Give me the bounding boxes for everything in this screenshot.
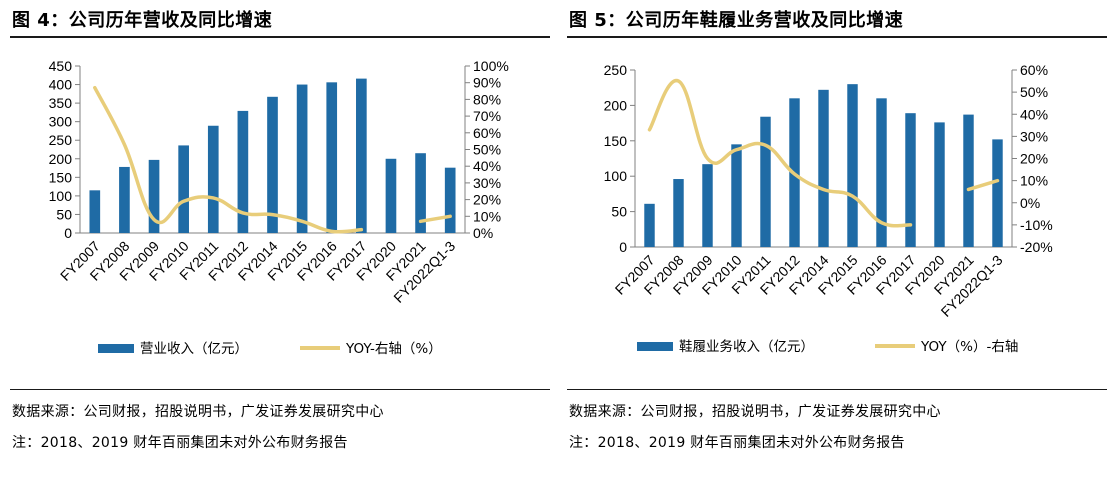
right-axis-tick-label: 20% (473, 192, 501, 208)
bar (760, 116, 771, 247)
right-axis-tick-label: 10% (1020, 173, 1048, 189)
bar (415, 153, 426, 233)
bar (673, 179, 684, 247)
bar (818, 89, 829, 247)
left-axis-tick-label: 300 (49, 114, 73, 130)
bar (119, 166, 130, 233)
annotation-note: 注：2018、2019 财年百丽集团未对外公布财务报告 (569, 435, 905, 451)
left-axis-tick-label: 150 (49, 169, 73, 185)
yoy-line-segment (966, 178, 1000, 192)
right-axis-tick-label: 80% (473, 91, 501, 107)
legend-bar-swatch (637, 342, 673, 351)
chart-panel-revenue: 图 4：公司历年营收及同比增速 0 50 100 150 200 250 300 350 400… (10, 0, 555, 477)
left-axis-tick-label: 150 (604, 133, 628, 149)
annotation-note: 注：2018、2019 财年百丽集团未对外公布财务报告 (12, 435, 348, 451)
bar (207, 125, 219, 233)
chart-title: 图 5：公司历年鞋履业务营收及同比增速 (569, 10, 904, 31)
right-axis-tick-label: 50% (1020, 84, 1048, 100)
footwear-chart: 0 50 100 150 200 250 -20% -10% 0% 10% 20% 30% 40% 50%… (604, 62, 1053, 355)
legend-line-label: YOY-右轴（%） (345, 341, 442, 357)
bar (148, 159, 160, 233)
left-axis-tick-label: 50 (611, 204, 627, 220)
legend-bar-swatch (98, 344, 134, 353)
right-axis-tick-label: 90% (473, 75, 501, 91)
bar (702, 164, 713, 247)
revenue-chart: 0 50 100 150 200 250 300 350 400 450 0%10%20%30%40… (49, 58, 509, 357)
left-axis-tick-label: 250 (49, 132, 73, 148)
left-axis-tick-label: 50 (56, 206, 72, 222)
source-note: 数据来源：公司财报，招股说明书，广发证券发展研究中心 (569, 404, 941, 420)
bar (992, 139, 1003, 247)
left-axis-tick-label: 450 (49, 58, 73, 74)
title-rule (10, 36, 550, 38)
bar (847, 84, 858, 247)
right-axis-tick-label: 50% (473, 142, 501, 158)
bar (89, 190, 101, 233)
bar (934, 122, 945, 247)
bar (876, 98, 887, 247)
right-axis-tick-label: 40% (473, 158, 501, 174)
source-note: 数据来源：公司财报，招股说明书，广发证券发展研究中心 (12, 404, 384, 420)
bar (385, 158, 397, 233)
bar (356, 78, 367, 233)
right-axis-tick-label: 60% (1020, 62, 1048, 78)
chart-panel-footwear: 图 5：公司历年鞋履业务营收及同比增速 0 50 100 150 200 250 -20% -… (567, 0, 1112, 477)
left-axis-tick-label: 250 (604, 62, 628, 78)
footer-rule (10, 389, 550, 390)
right-axis-tick-label: 0% (473, 225, 493, 241)
bar (444, 167, 456, 233)
left-axis-tick-label: 200 (604, 97, 628, 113)
bar (963, 114, 974, 247)
right-axis-tick-label: 70% (473, 108, 501, 124)
left-axis-tick-label: 400 (49, 77, 73, 93)
left-axis-tick-label: 0 (64, 225, 72, 241)
bar (326, 82, 338, 233)
bar (731, 144, 742, 247)
right-axis-tick-label: 20% (1020, 151, 1048, 167)
bar (644, 203, 655, 247)
chart-title: 图 4：公司历年营收及同比增速 (12, 10, 273, 31)
bar (178, 145, 189, 233)
right-axis-tick-label: -10% (1020, 217, 1053, 233)
left-axis-tick-label: 0 (619, 239, 627, 255)
left-axis-tick-label: 350 (49, 95, 73, 111)
bar (267, 96, 278, 234)
right-axis-tick-label: -20% (1020, 239, 1053, 255)
footer-rule (567, 389, 1107, 390)
yoy-line-segment (93, 85, 364, 234)
legend-line-label: YOY（%）-右轴 (920, 339, 1018, 355)
right-axis-tick-label: 10% (473, 208, 501, 224)
title-rule (567, 36, 1107, 38)
right-axis-tick-label: 30% (473, 175, 501, 191)
left-axis-tick-label: 100 (604, 168, 628, 184)
right-axis-tick-label: 40% (1020, 106, 1048, 122)
bar (296, 84, 308, 233)
left-axis-tick-label: 100 (49, 188, 73, 204)
yoy-line-segment (418, 214, 452, 224)
yoy-line-segment (647, 79, 913, 228)
right-axis-tick-label: 0% (1020, 195, 1040, 211)
left-axis-tick-label: 200 (49, 151, 73, 167)
right-axis-tick-label: 60% (473, 125, 501, 141)
right-axis-tick-label: 30% (1020, 128, 1048, 144)
legend-bar-label: 鞋履业务收入（亿元） (679, 339, 814, 355)
right-axis-tick-label: 100% (473, 58, 509, 74)
legend-bar-label: 营业收入（亿元） (140, 341, 248, 357)
bar (237, 110, 249, 233)
bar (905, 113, 916, 247)
